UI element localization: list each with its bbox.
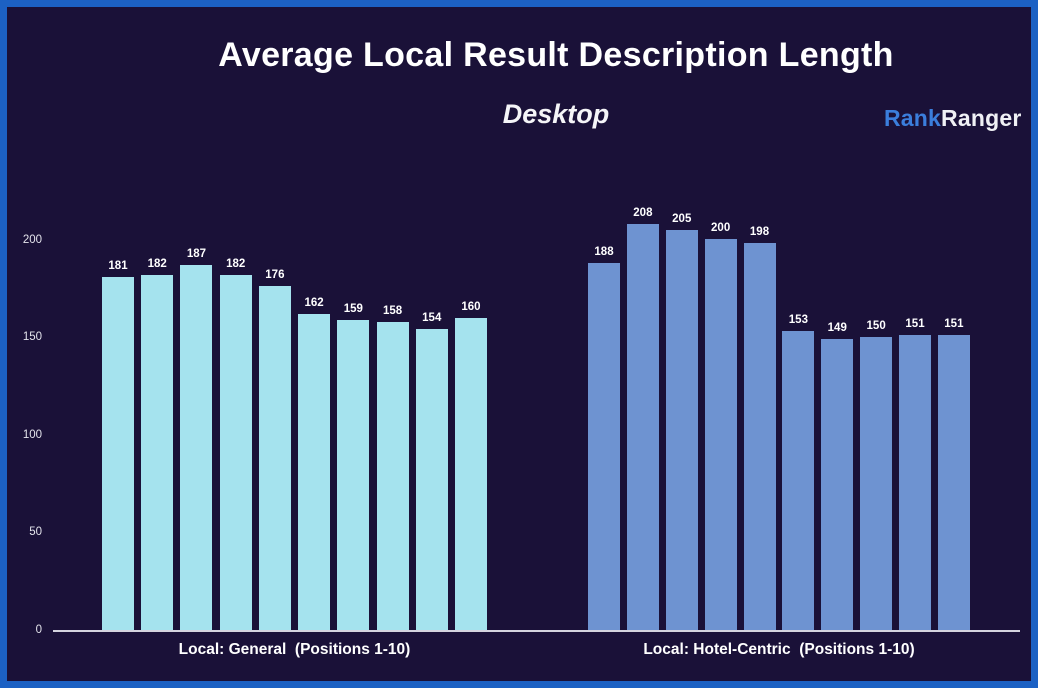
- y-tick-label: 100: [22, 428, 42, 441]
- bar-rect: [454, 318, 487, 630]
- bar-value-label: 200: [711, 222, 731, 234]
- bar-rect: [258, 286, 291, 630]
- bar: 198: [743, 226, 776, 630]
- bar: 187: [180, 248, 213, 630]
- bar-value-label: 198: [749, 226, 770, 238]
- bar-rect: [415, 329, 448, 630]
- bar-rect: [937, 335, 970, 630]
- bar-group-general: 181 182 187 182 176 162 159 158 154 160: [102, 248, 487, 630]
- bar-rect: [180, 265, 213, 630]
- x-axis-label-general: Local: General (Positions 1-10): [178, 641, 411, 658]
- bar-value-label: 154: [422, 312, 442, 324]
- bar-rect: [141, 275, 174, 630]
- bar: 200: [704, 222, 737, 630]
- bar: 151: [899, 318, 931, 630]
- bar: 153: [782, 314, 815, 630]
- bar-rect: [102, 277, 134, 630]
- bar-rect: [821, 339, 854, 630]
- bar: 208: [626, 207, 659, 630]
- bar-value-label: 151: [905, 318, 925, 330]
- bar-value-label: 182: [147, 258, 167, 270]
- bar-value-label: 150: [866, 320, 886, 332]
- bar: 182: [219, 258, 252, 630]
- bar-value-label: 162: [304, 297, 324, 309]
- chart-title: Average Local Result Description Length: [218, 36, 894, 74]
- bar-rect: [298, 314, 331, 630]
- bar: 151: [937, 318, 970, 630]
- bar: 162: [298, 297, 331, 630]
- bar-group-hotel-centric: 188 208 205 200 198 153 149 150 151 151: [588, 207, 970, 630]
- y-tick-label: 200: [22, 233, 42, 246]
- bar: 159: [337, 303, 370, 630]
- rankranger-logo: RankRanger: [884, 105, 1022, 132]
- x-axis-line: [53, 630, 1020, 632]
- chart-subtitle: Desktop: [502, 99, 610, 129]
- bar-value-label: 158: [382, 305, 403, 317]
- bar: 188: [588, 246, 620, 630]
- bar-rect: [782, 331, 815, 630]
- y-tick-label: 0: [35, 624, 42, 636]
- bar: 160: [454, 301, 487, 630]
- bar-rect: [899, 335, 931, 630]
- bar-value-label: 187: [186, 248, 207, 260]
- logo-rank-text: Rank: [884, 105, 942, 131]
- bar-rect: [337, 320, 370, 630]
- bar-rect: [704, 239, 737, 630]
- bar-rect: [665, 230, 698, 630]
- bar-rect: [219, 275, 252, 630]
- bar-value-label: 151: [944, 318, 964, 330]
- bar-rect: [860, 337, 893, 630]
- logo-ranger-text: Ranger: [941, 105, 1022, 131]
- y-tick-label: 150: [22, 331, 42, 344]
- bar: 149: [821, 322, 854, 630]
- bar: 150: [860, 320, 893, 630]
- bar: 176: [258, 269, 291, 630]
- bar-value-label: 205: [672, 213, 692, 225]
- x-axis-label-hotel-centric: Local: Hotel-Centric (Positions 1-10): [643, 641, 915, 658]
- bar-rect: [588, 263, 620, 630]
- bar: 182: [141, 258, 174, 630]
- bar-value-label: 181: [108, 260, 128, 272]
- bar-value-label: 160: [461, 301, 481, 313]
- bar-value-label: 149: [827, 322, 847, 334]
- bar: 158: [376, 305, 409, 630]
- bar-rect: [743, 243, 776, 630]
- bar-value-label: 153: [788, 314, 808, 326]
- y-tick-label: 50: [29, 526, 42, 539]
- bar-value-label: 208: [633, 207, 653, 219]
- bar-rect: [626, 224, 659, 630]
- bar: 154: [415, 312, 448, 630]
- bar-value-label: 188: [594, 246, 614, 258]
- bar-value-label: 182: [226, 258, 246, 270]
- bar-value-label: 159: [343, 303, 363, 315]
- bar: 181: [102, 260, 134, 630]
- y-axis: 0 50 100 150 200: [0, 0, 42, 688]
- bar-value-label: 176: [265, 269, 285, 281]
- bar-rect: [376, 322, 409, 630]
- bar: 205: [665, 213, 698, 630]
